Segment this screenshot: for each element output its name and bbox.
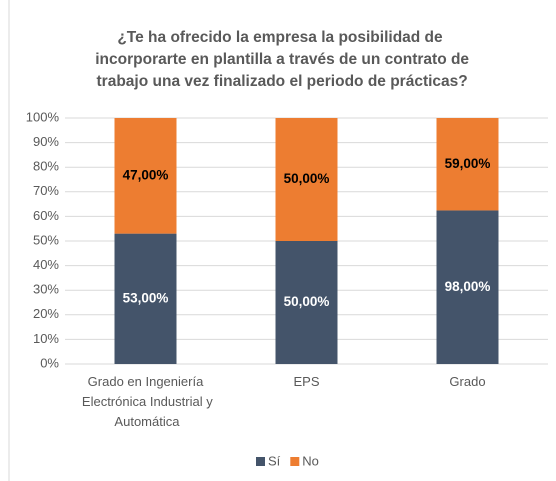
y-tick-label: 10%	[33, 331, 59, 346]
legend-label: No	[302, 453, 319, 468]
y-tick-label: 80%	[33, 159, 59, 174]
bar-segment	[275, 118, 338, 241]
data-label: 50,00%	[284, 171, 330, 186]
y-tick-label: 60%	[33, 208, 59, 223]
bar-segment	[436, 210, 499, 364]
bar-segment	[275, 241, 338, 364]
y-tick-label: 50%	[33, 232, 59, 247]
legend-swatch	[256, 457, 265, 466]
bar-segment	[114, 118, 177, 234]
y-tick-label: 100%	[26, 109, 60, 124]
x-tick-label: EPS	[293, 374, 319, 389]
y-tick-label: 40%	[33, 257, 59, 272]
y-tick-label: 30%	[33, 282, 59, 297]
x-tick-label: Grado	[449, 374, 485, 389]
y-tick-label: 90%	[33, 134, 59, 149]
data-label: 53,00%	[123, 290, 169, 305]
y-tick-label: 70%	[33, 183, 59, 198]
data-label: 59,00%	[445, 156, 491, 171]
data-label: 50,00%	[284, 294, 330, 309]
legend-swatch	[290, 457, 300, 466]
y-tick-label: 20%	[33, 306, 59, 321]
x-tick-label: Grado en Ingeniería Electrónica Industri…	[78, 374, 213, 429]
data-label: 47,00%	[123, 167, 169, 182]
bar-segment	[114, 233, 177, 364]
chart-title: ¿Te ha ofrecido la empresa la posibilida…	[91, 29, 469, 90]
legend-label: Sí	[268, 453, 281, 468]
bar-segment	[436, 118, 499, 211]
data-label: 98,00%	[445, 279, 491, 294]
y-tick-label: 0%	[40, 355, 59, 370]
